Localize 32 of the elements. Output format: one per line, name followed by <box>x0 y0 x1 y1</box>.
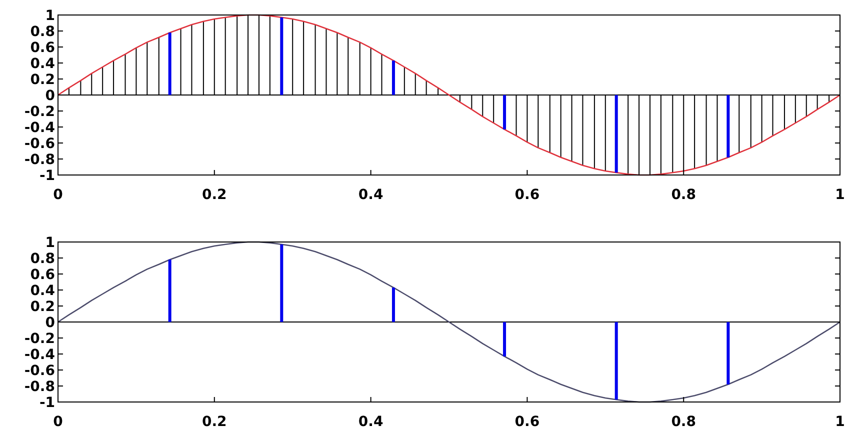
x-tick-label: 0.2 <box>202 187 227 203</box>
y-tick-label: -1 <box>39 394 55 411</box>
x-tick-label: 0.6 <box>514 187 540 203</box>
x-tick-label: 0.4 <box>358 187 384 203</box>
y-tick-label: 0.6 <box>30 40 55 56</box>
y-tick-label: 0.4 <box>30 56 56 72</box>
y-tick-label: 1 <box>45 8 55 24</box>
x-tick-label: 0.8 <box>671 414 696 430</box>
y-tick-label: -0.4 <box>24 346 56 363</box>
y-tick-label: 0 <box>45 314 56 331</box>
y-tick-label: 0 <box>45 88 56 104</box>
x-tick-label: 0.4 <box>358 414 384 430</box>
x-tick-label: 0.2 <box>202 414 227 430</box>
y-tick-label: -0.6 <box>24 362 55 379</box>
x-tick-label: 0.8 <box>671 187 696 203</box>
y-tick-label: -0.2 <box>24 104 55 120</box>
y-tick-label: 0.2 <box>30 298 55 315</box>
y-tick-label: -1 <box>39 168 55 184</box>
y-tick-label: 0.8 <box>30 24 55 40</box>
y-tick-label: -0.2 <box>24 330 55 347</box>
y-tick-label: 1 <box>45 234 55 251</box>
y-tick-label: 0.6 <box>30 266 55 283</box>
y-tick-label: 0.2 <box>30 72 55 88</box>
y-tick-label: 0.4 <box>30 282 56 299</box>
y-tick-label: -0.8 <box>24 378 55 395</box>
x-tick-label: 0.6 <box>514 414 540 430</box>
y-tick-label: -0.6 <box>24 136 55 152</box>
x-tick-label: 1 <box>835 414 845 430</box>
y-tick-label: -0.8 <box>24 152 55 168</box>
y-tick-label: -0.4 <box>24 120 56 136</box>
x-tick-label: 1 <box>835 187 845 203</box>
y-tick-label: 0.8 <box>30 250 55 267</box>
